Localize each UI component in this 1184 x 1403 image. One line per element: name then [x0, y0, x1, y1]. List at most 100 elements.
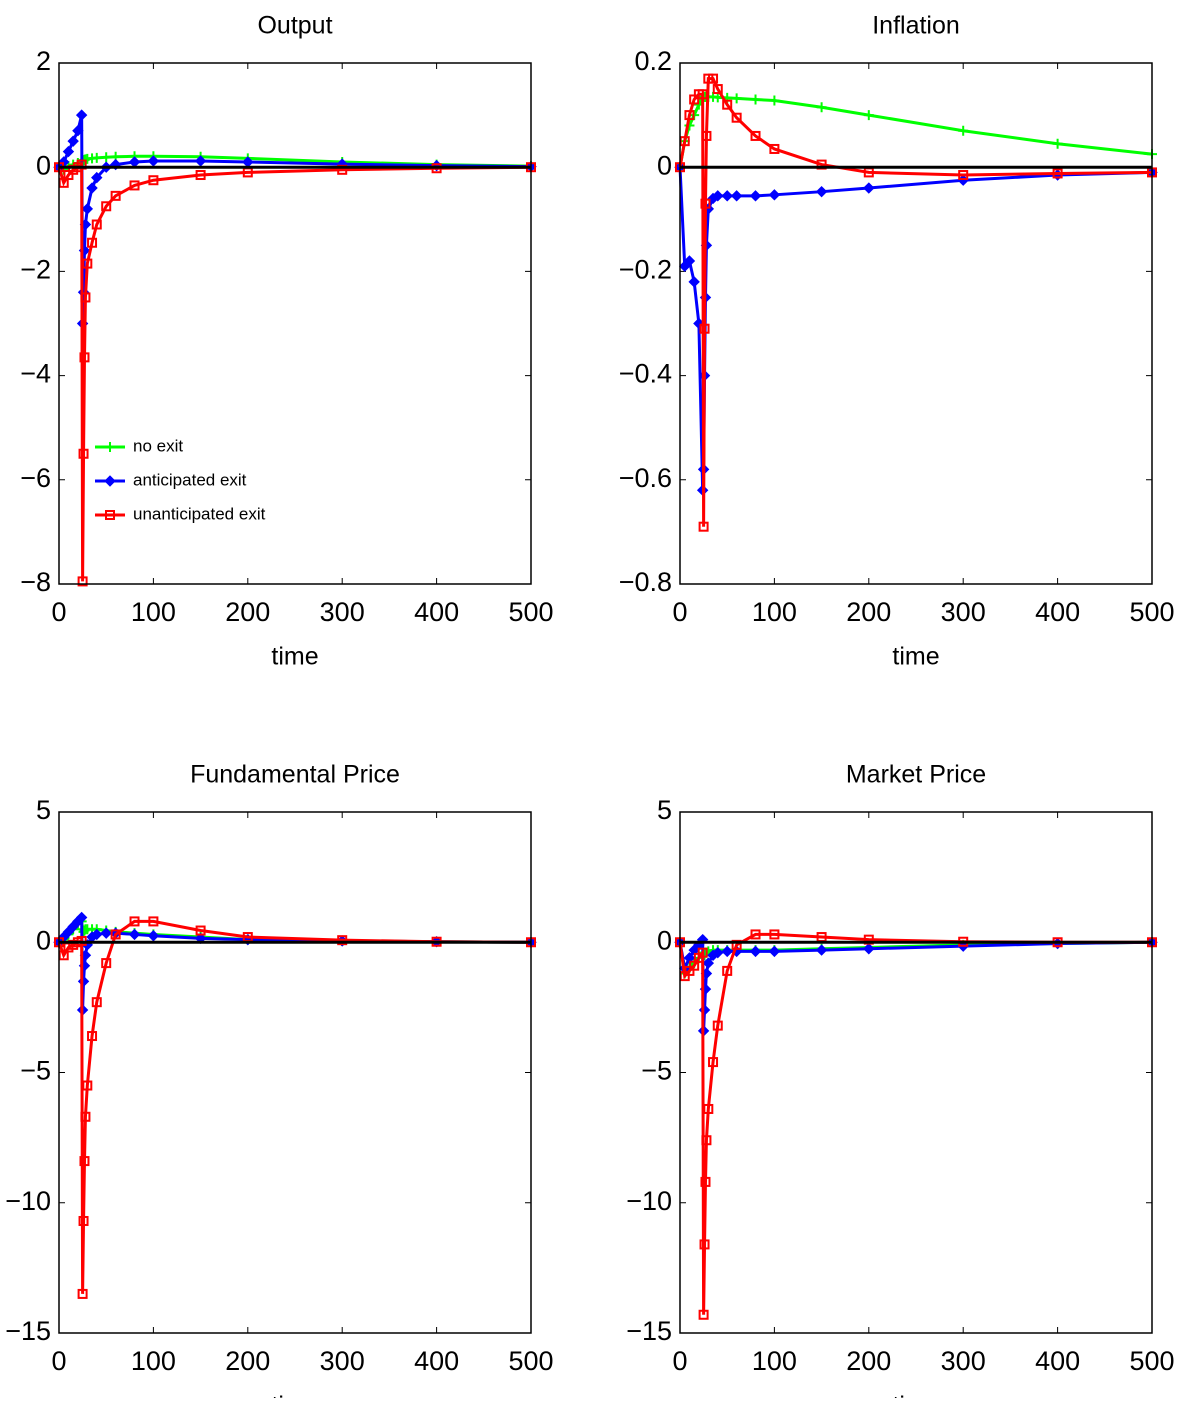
marker [699, 323, 710, 334]
y-tick-label: 0 [657, 150, 672, 180]
y-tick-label: −15 [5, 1316, 51, 1346]
y-tick-label: −2 [20, 255, 51, 285]
marker [701, 130, 712, 141]
series-line [57, 114, 532, 324]
y-tick-label: −5 [20, 1056, 51, 1086]
x-tick-label: 0 [672, 1346, 687, 1376]
marker [698, 1309, 709, 1320]
y-tick-label: −0.2 [619, 255, 672, 285]
marker [769, 143, 780, 154]
marker [82, 258, 93, 269]
marker [79, 1156, 90, 1167]
marker [91, 171, 103, 184]
marker [683, 255, 696, 267]
y-tick-label: 0 [657, 925, 672, 955]
marker [863, 182, 875, 194]
marker [147, 930, 160, 942]
marker [80, 292, 91, 303]
marker [712, 84, 723, 95]
marker [697, 89, 708, 100]
marker [712, 1020, 723, 1031]
y-tick-label: −15 [626, 1316, 672, 1346]
plot-area [680, 812, 1152, 1333]
marker [1052, 168, 1063, 179]
marker [100, 927, 112, 939]
y-tick-label: −0.4 [619, 359, 672, 389]
subplot: Fundamental Price time 0 100 200 300 400 500 −15… [5, 761, 553, 1403]
axes-box [679, 62, 1153, 585]
marker [958, 125, 969, 136]
marker [749, 190, 762, 202]
marker [769, 95, 780, 106]
marker [91, 928, 103, 941]
marker [77, 576, 88, 587]
x-tick-label: 500 [1129, 597, 1174, 627]
y-tick-label: −10 [5, 1186, 51, 1216]
marker [81, 203, 94, 215]
marker [863, 943, 875, 955]
x-tick-label: 500 [1129, 1346, 1174, 1376]
y-tick-label: 5 [657, 795, 672, 825]
plot-area [680, 63, 1152, 584]
plot-content [53, 109, 537, 587]
marker [75, 911, 88, 924]
x-tick-label: 400 [1035, 1346, 1080, 1376]
marker [148, 175, 159, 186]
marker [195, 925, 206, 936]
marker [337, 935, 348, 946]
x-tick-label: 0 [51, 1346, 66, 1376]
y-tick-label: 0.2 [634, 46, 672, 76]
marker [78, 1215, 89, 1226]
x-tick-label: 100 [131, 1346, 176, 1376]
x-tick-label: 0 [672, 597, 687, 627]
series-line [678, 167, 1153, 491]
subplot: Market Price time 0 100 200 300 400 500 −15 −10 −5… [626, 761, 1174, 1403]
subplot-title: Inflation [872, 12, 960, 40]
x-axis-label: time [892, 643, 939, 671]
x-tick-label: 200 [225, 1346, 270, 1376]
x-tick-label: 0 [51, 597, 66, 627]
x-tick-label: 200 [846, 597, 891, 627]
subplot-title: Market Price [846, 761, 986, 789]
marker [91, 219, 102, 230]
marker [749, 945, 762, 958]
plot-content [674, 73, 1158, 532]
marker [87, 237, 98, 248]
x-tick-label: 300 [320, 1346, 365, 1376]
x-tick-label: 500 [508, 597, 553, 627]
axes-box [58, 811, 532, 1334]
marker [700, 198, 711, 209]
marker [105, 442, 115, 452]
marker [86, 182, 98, 194]
marker [816, 102, 827, 113]
y-tick-label: −4 [20, 359, 51, 389]
marker [1052, 138, 1063, 149]
marker [67, 135, 79, 147]
marker [688, 276, 700, 288]
y-tick-label: −10 [626, 1186, 672, 1216]
marker [72, 125, 84, 137]
x-tick-label: 100 [752, 1346, 797, 1376]
marker [91, 997, 102, 1008]
marker [128, 928, 141, 941]
marker [697, 947, 708, 958]
marker [78, 448, 89, 459]
y-tick-label: −0.6 [619, 463, 672, 493]
marker [87, 1031, 98, 1042]
y-tick-label: 5 [36, 795, 51, 825]
marker [712, 190, 724, 202]
x-tick-label: 400 [414, 597, 459, 627]
legend-label: unanticipated exit [133, 504, 266, 523]
marker [699, 1239, 710, 1250]
marker [721, 190, 733, 202]
marker [703, 1103, 714, 1114]
marker [75, 109, 88, 121]
marker [698, 521, 709, 532]
marker [129, 180, 140, 191]
x-axis-label: time [271, 1392, 318, 1398]
subplot: Output time 0 100 200 300 400 500 −8 −6 −4 −2 0 2 no e… [20, 12, 553, 671]
marker [110, 190, 121, 201]
marker [110, 929, 121, 940]
marker [62, 145, 75, 158]
plot-area [59, 63, 531, 584]
